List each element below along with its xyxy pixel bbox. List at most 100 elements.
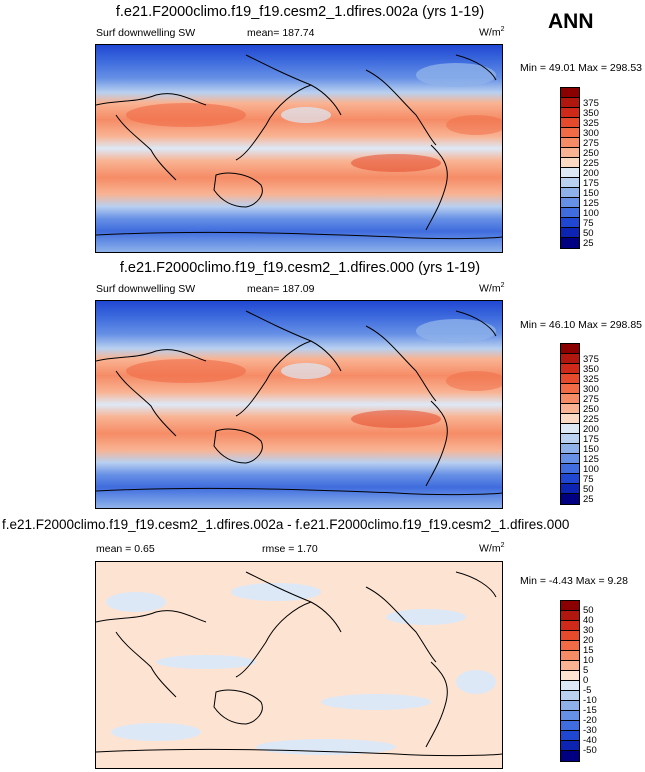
panel-2-colorbar-box (561, 444, 579, 454)
panel-3-units: W/m2 (479, 542, 505, 555)
panel-1-colorbar (560, 87, 580, 249)
panel-1-colorbar-box (561, 88, 579, 98)
panel-2-colorbar-tick: 125 (583, 454, 599, 465)
panel-1-colorbar-box (561, 148, 579, 158)
panel-3-map-svg (96, 562, 502, 768)
panel-3-colorbar-box (561, 621, 579, 631)
panel-3-colorbar-box (561, 711, 579, 721)
panel-2-colorbar-box (561, 414, 579, 424)
panel-2-colorbar-tick: 75 (583, 474, 594, 485)
panel-1-colorbar-tick: 25 (583, 238, 594, 249)
panel-2-colorbar-box (561, 484, 579, 494)
panel-1-colorbar-box (561, 98, 579, 108)
panel-1-colorbar-tick: 350 (583, 108, 599, 119)
panel-1-colorbar-box (561, 178, 579, 188)
panel-3-mean-label: mean = 0.65 (96, 543, 155, 555)
panel-1-units: W/m2 (479, 26, 505, 39)
panel-3-colorbar-box (561, 661, 579, 671)
panel-2-minmax: Min = 46.10 Max = 298.85 (520, 319, 642, 331)
panel-2-variable-label: Surf downwelling SW (96, 283, 196, 295)
panel-2-colorbar-box (561, 494, 579, 504)
panel-1-colorbar-box (561, 228, 579, 238)
panel-2-colorbar-tick: 25 (583, 494, 594, 505)
panel-1-colorbar-tick: 375 (583, 98, 599, 109)
panel-2-colorbar-box (561, 424, 579, 434)
panel-1-colorbar-tick: 250 (583, 148, 599, 159)
panel-2-colorbar-box (561, 464, 579, 474)
panel-3-colorbar-box (561, 691, 579, 701)
panel-1-colorbar-box (561, 118, 579, 128)
panel-1-minmax: Min = 49.01 Max = 298.53 (520, 62, 642, 74)
panel-1-colorbar-tick: 50 (583, 228, 594, 239)
panel-1-colorbar-box (561, 188, 579, 198)
panel-3-colorbar-tick: 20 (583, 635, 594, 646)
panel-1-colorbar-tick: 150 (583, 188, 599, 199)
panel-3-colorbar-box (561, 651, 579, 661)
panel-2-colorbar-tick: 225 (583, 414, 599, 425)
panel-3-colorbar-tick: -20 (583, 715, 597, 726)
panel-1-colorbar-tick: 300 (583, 128, 599, 139)
panel-2-colorbar-tick: 350 (583, 364, 599, 375)
panel-3-colorbar-tick: 15 (583, 645, 594, 656)
panel-1-colorbar-tick: 175 (583, 178, 599, 189)
panel-2-colorbar-box (561, 454, 579, 464)
panel-1-colorbar-box (561, 238, 579, 248)
panel-1-colorbar-tick: 325 (583, 118, 599, 129)
panel-3-colorbar-box (561, 611, 579, 621)
panel-2-colorbar-tick: 375 (583, 354, 599, 365)
panel-1-colorbar-tick: 225 (583, 158, 599, 169)
panel-1-colorbar-box (561, 198, 579, 208)
panel-3-colorbar-tick: 5 (583, 665, 589, 676)
panel-1-colorbar-tick: 100 (583, 208, 599, 219)
panel-2-colorbar-tick: 275 (583, 394, 599, 405)
panel-2-colorbar-box (561, 374, 579, 384)
panel-3-colorbar-tick: -40 (583, 735, 597, 746)
panel-2-colorbar-tick: 325 (583, 374, 599, 385)
panel-2-units: W/m2 (479, 282, 505, 295)
panel-1-colorbar-tick: 275 (583, 138, 599, 149)
panel-3-colorbar-box (561, 681, 579, 691)
panel-3-colorbar (560, 600, 580, 762)
panel-3-colorbar-box (561, 601, 579, 611)
panel-1-mean-label: mean= 187.74 (247, 27, 315, 39)
panel-3-colorbar-box (561, 751, 579, 761)
panel-2-colorbar-box (561, 354, 579, 364)
panel-3-colorbar-tick: 50 (583, 605, 594, 616)
panel-2-colorbar-tick: 150 (583, 444, 599, 455)
panel-2-map-svg (96, 301, 502, 508)
panel-3-colorbar-box (561, 671, 579, 681)
panel-1-colorbar-box (561, 128, 579, 138)
panel-1-colorbar-tick: 75 (583, 218, 594, 229)
panel-3-title: f.e21.F2000climo.f19_f19.cesm2_1.dfires.… (2, 517, 570, 532)
panel-2-colorbar-box (561, 394, 579, 404)
panel-2-map (95, 300, 503, 509)
panel-1-colorbar-tick: 200 (583, 168, 599, 179)
panel-2-colorbar-box (561, 474, 579, 484)
panel-3-colorbar-tick: 30 (583, 625, 594, 636)
panel-3-minmax: Min = -4.43 Max = 9.28 (520, 575, 628, 587)
panel-3-colorbar-tick: -30 (583, 725, 597, 736)
panel-2-colorbar (560, 343, 580, 505)
panel-3-colorbar-box (561, 731, 579, 741)
panel-3-colorbar-box (561, 701, 579, 711)
panel-2-colorbar-tick: 250 (583, 404, 599, 415)
panel-3-rmse-label: rmse = 1.70 (262, 543, 318, 555)
panel-3-colorbar-tick: -5 (583, 685, 592, 696)
panel-2-colorbar-box (561, 344, 579, 354)
panel-2-colorbar-tick: 100 (583, 464, 599, 475)
panel-1-colorbar-box (561, 208, 579, 218)
panel-3-colorbar-tick: 10 (583, 655, 594, 666)
panel-3-colorbar-tick: 0 (583, 675, 589, 686)
panel-1-colorbar-box (561, 168, 579, 178)
panel-1-colorbar-tick: 125 (583, 198, 599, 209)
panel-2-colorbar-tick: 300 (583, 384, 599, 395)
panel-3-colorbar-box (561, 631, 579, 641)
season-label: ANN (548, 10, 594, 33)
panel-2-colorbar-tick: 175 (583, 434, 599, 445)
panel-3-colorbar-tick: 40 (583, 615, 594, 626)
panel-2-colorbar-box (561, 434, 579, 444)
panel-3-map (95, 561, 503, 769)
panel-2-title: f.e21.F2000climo.f19_f19.cesm2_1.dfires.… (119, 260, 481, 276)
panel-2-colorbar-tick: 50 (583, 484, 594, 495)
panel-2-mean-label: mean= 187.09 (247, 283, 315, 295)
